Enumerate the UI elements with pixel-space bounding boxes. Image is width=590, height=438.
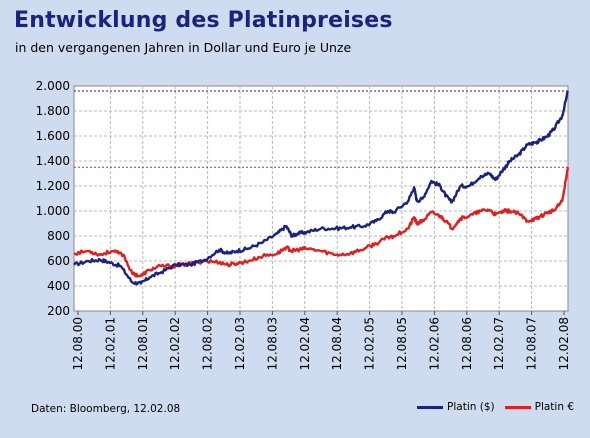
y-tick-label: 800 bbox=[47, 229, 70, 243]
y-tick-label: 400 bbox=[47, 279, 70, 293]
y-tick-label: 1.400 bbox=[36, 154, 70, 168]
x-tick-label: 12.02.05 bbox=[363, 317, 377, 370]
x-tick-label: 12.02.06 bbox=[427, 317, 441, 370]
x-tick-label: 12.02.02 bbox=[168, 317, 182, 370]
legend-label-eur: Platin € bbox=[534, 401, 574, 413]
series-line-usd bbox=[73, 90, 570, 286]
series-line-eur bbox=[73, 167, 570, 278]
y-tick-label: 1.800 bbox=[36, 104, 70, 118]
legend-item-eur: Platin € bbox=[504, 401, 574, 413]
x-tick-label: 12.02.07 bbox=[492, 317, 506, 370]
data-source-note: Daten: Bloomberg, 12.02.08 bbox=[31, 403, 181, 415]
x-tick-label: 12.08.03 bbox=[265, 317, 279, 370]
x-tick-label: 12.02.08 bbox=[557, 317, 571, 370]
legend-swatch-usd bbox=[417, 405, 444, 409]
y-tick-label: 1.000 bbox=[36, 204, 70, 218]
x-tick-label: 12.08.00 bbox=[71, 317, 85, 370]
legend: Platin ($) Platin € bbox=[417, 401, 574, 413]
y-tick-label: 1.600 bbox=[36, 129, 70, 143]
x-tick-label: 12.08.02 bbox=[201, 317, 215, 370]
y-tick-label: 2.000 bbox=[36, 79, 70, 93]
y-tick-label: 600 bbox=[47, 254, 70, 268]
x-tick-label: 12.02.01 bbox=[103, 317, 117, 370]
legend-item-usd: Platin ($) bbox=[417, 401, 495, 413]
x-tick-label: 12.08.07 bbox=[525, 317, 539, 370]
y-tick-label: 200 bbox=[47, 304, 70, 318]
legend-swatch-eur bbox=[504, 405, 531, 409]
y-tick-label: 1.200 bbox=[36, 179, 70, 193]
chart-title: Entwicklung des Platinpreises bbox=[14, 8, 393, 33]
x-tick-label: 12.08.04 bbox=[330, 317, 344, 370]
legend-label-usd: Platin ($) bbox=[447, 401, 495, 413]
chart-subtitle: in den vergangenen Jahren in Dollar und … bbox=[15, 40, 352, 55]
plot-area bbox=[73, 85, 569, 312]
x-tick-label: 12.02.03 bbox=[233, 317, 247, 370]
x-tick-label: 12.08.01 bbox=[136, 317, 150, 370]
x-tick-label: 12.08.05 bbox=[395, 317, 409, 370]
x-tick-label: 12.08.06 bbox=[460, 317, 474, 370]
x-tick-label: 12.02.04 bbox=[298, 317, 312, 370]
